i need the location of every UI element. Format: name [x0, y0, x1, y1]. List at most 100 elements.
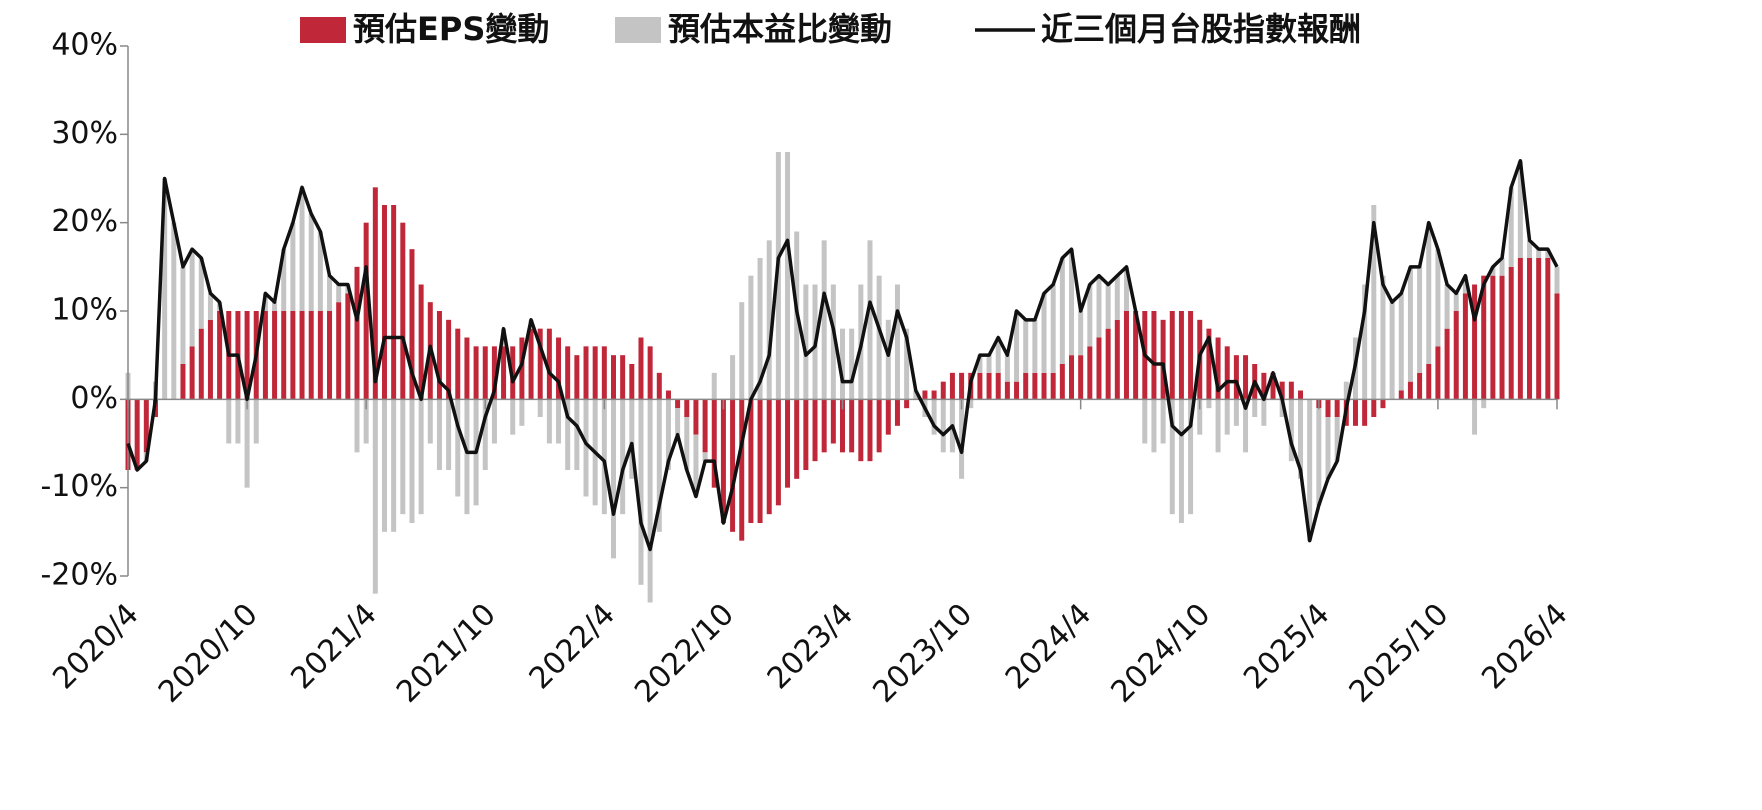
- bar: [629, 399, 635, 479]
- bar: [372, 187, 378, 400]
- bar: [1004, 355, 1010, 382]
- bar: [244, 399, 250, 488]
- bar: [409, 249, 415, 400]
- x-tick-label: 2022/10: [628, 597, 741, 710]
- bar: [775, 399, 781, 506]
- bar: [904, 399, 910, 409]
- bar: [427, 399, 433, 444]
- bar: [1133, 311, 1139, 400]
- bar: [675, 408, 681, 435]
- bar: [391, 205, 397, 400]
- bar: [336, 302, 342, 400]
- bar: [455, 399, 461, 497]
- bar: [1160, 319, 1166, 400]
- bar: [363, 399, 369, 444]
- bar: [1215, 337, 1221, 400]
- bar: [1325, 399, 1331, 417]
- bar: [436, 311, 442, 400]
- x-tick-label: 2021/10: [390, 597, 503, 710]
- bar: [1426, 364, 1432, 400]
- bar: [1078, 311, 1084, 356]
- bar: [1069, 249, 1075, 356]
- bar: [546, 328, 552, 400]
- bar: [1197, 399, 1203, 435]
- bar: [1206, 328, 1212, 400]
- bar: [968, 399, 974, 409]
- bar: [327, 311, 333, 400]
- bar: [931, 390, 937, 400]
- bar: [1407, 381, 1413, 400]
- bar: [308, 213, 314, 311]
- bar: [345, 293, 351, 400]
- bar: [1554, 266, 1560, 294]
- bar: [1243, 355, 1249, 400]
- bar: [812, 399, 818, 462]
- bar: [1188, 311, 1194, 400]
- bar: [1169, 311, 1175, 400]
- bar: [601, 346, 607, 400]
- bar: [327, 275, 333, 311]
- bar: [885, 399, 891, 435]
- bar: [418, 284, 424, 400]
- x-tick-label: 2024/10: [1105, 597, 1218, 710]
- bar: [290, 222, 296, 311]
- bar: [1352, 399, 1358, 426]
- bar: [1014, 311, 1020, 382]
- bar: [1032, 319, 1038, 373]
- legend-swatch: [615, 17, 661, 43]
- bar: [1444, 284, 1450, 329]
- bar: [1050, 372, 1056, 400]
- bar: [629, 364, 635, 400]
- bar: [995, 372, 1001, 400]
- bar: [711, 399, 717, 488]
- bar: [510, 399, 516, 435]
- bar: [1279, 381, 1285, 400]
- bar: [198, 328, 204, 400]
- bar: [565, 346, 571, 400]
- bar: [656, 399, 662, 532]
- y-tick-label: 40%: [51, 28, 118, 63]
- bar: [556, 399, 562, 444]
- bar: [1014, 381, 1020, 400]
- bar: [1517, 160, 1523, 258]
- bar: [867, 240, 873, 400]
- bar: [446, 319, 452, 400]
- bar: [730, 355, 736, 400]
- x-tick-label: 2023/4: [761, 597, 860, 696]
- x-tick-label: 2020/10: [152, 597, 265, 710]
- bar: [830, 284, 836, 400]
- bar: [473, 346, 479, 400]
- bar: [1435, 346, 1441, 400]
- bar: [610, 399, 616, 559]
- y-tick-label: 10%: [51, 293, 118, 328]
- y-tick-label: -10%: [40, 469, 118, 504]
- bar: [1151, 399, 1157, 453]
- bar: [610, 355, 616, 400]
- bar: [1004, 381, 1010, 400]
- bar: [894, 284, 900, 400]
- bar: [1417, 266, 1423, 373]
- bar: [940, 381, 946, 400]
- bar: [207, 319, 213, 400]
- bar: [1279, 399, 1285, 417]
- bar: [281, 311, 287, 400]
- bar: [894, 399, 900, 426]
- legend-label: 預估EPS變動: [353, 10, 549, 48]
- bar: [1407, 266, 1413, 382]
- bar: [1481, 275, 1487, 400]
- x-tick-label: 2026/4: [1475, 597, 1574, 696]
- bar: [1105, 284, 1111, 329]
- bar: [1032, 372, 1038, 400]
- bar: [702, 452, 708, 462]
- bar: [171, 222, 177, 400]
- bar: [1490, 266, 1496, 276]
- bar: [491, 399, 497, 444]
- x-tick-label: 2020/4: [46, 597, 145, 696]
- bar: [940, 399, 946, 453]
- bar: [189, 346, 195, 400]
- bar: [1160, 399, 1166, 444]
- bar: [1114, 319, 1120, 400]
- bar: [180, 364, 186, 400]
- bar: [1188, 399, 1194, 515]
- bar: [381, 205, 387, 400]
